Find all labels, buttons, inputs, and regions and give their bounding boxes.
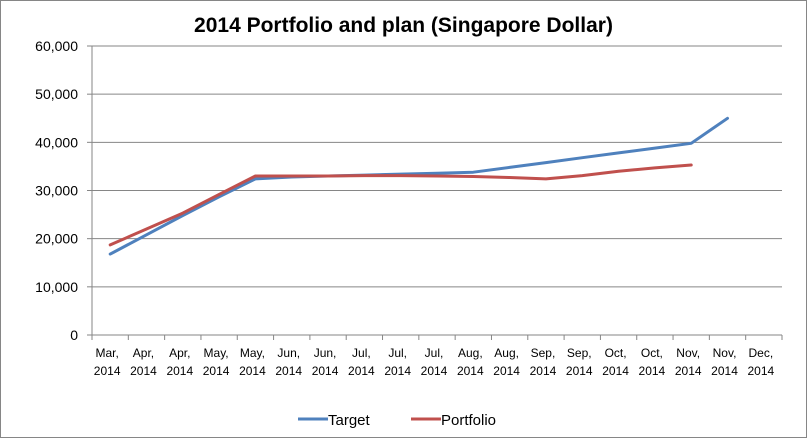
legend[interactable]: Target Portfolio — [298, 412, 496, 429]
y-tick-label: 0 — [70, 327, 78, 343]
x-tick-label: Aug, 2014 — [457, 346, 484, 378]
series-line-target — [108, 116, 729, 256]
x-tick-label: Jun, 2014 — [312, 346, 339, 378]
series-line-portfolio — [108, 163, 693, 247]
x-tick-label: Jun, 2014 — [275, 346, 302, 378]
x-tick-label: Oct, 2014 — [639, 346, 666, 378]
x-tick-label: Jul, 2014 — [384, 346, 411, 378]
series-lines — [108, 116, 729, 256]
y-tick-label: 10,000 — [35, 279, 78, 295]
y-tick-label: 50,000 — [35, 86, 78, 102]
y-tick-label: 60,000 — [35, 38, 78, 54]
x-tick-label: Jul, 2014 — [421, 346, 448, 378]
x-tick-label: Oct, 2014 — [602, 346, 629, 378]
chart-title: 2014 Portfolio and plan (Singapore Dolla… — [194, 14, 613, 37]
x-tick-label: Nov, 2014 — [711, 346, 738, 378]
legend-label-target[interactable]: Target — [328, 412, 371, 429]
x-tick-label: Apr, 2014 — [166, 346, 193, 378]
x-tick-label: Sep, 2014 — [566, 346, 593, 378]
x-tick-label: Sep, 2014 — [530, 346, 557, 378]
x-tick-label: May, 2014 — [239, 346, 266, 378]
gridlines — [92, 45, 782, 288]
x-axis: Mar, 2014 Apr, 2014 Apr, 2014 May, 2014 May, 2014… — [91, 334, 783, 378]
legend-label-portfolio[interactable]: Portfolio — [441, 412, 496, 429]
x-tick-label: Dec, 2014 — [747, 346, 774, 378]
y-axis: 0 10,000 20,000 30,000 40,000 50,000 60,000 — [35, 38, 93, 343]
y-tick-label: 40,000 — [35, 134, 78, 150]
x-tick-label: Mar, 2014 — [94, 346, 121, 378]
x-tick-label: May, 2014 — [203, 346, 230, 378]
y-tick-label: 20,000 — [35, 231, 78, 247]
x-tick-label: Nov, 2014 — [675, 346, 702, 378]
x-tick-label: Aug, 2014 — [493, 346, 520, 378]
y-tick-label: 30,000 — [35, 183, 78, 199]
x-tick-label: Jul, 2014 — [348, 346, 375, 378]
x-tick-label: Apr, 2014 — [130, 346, 157, 378]
